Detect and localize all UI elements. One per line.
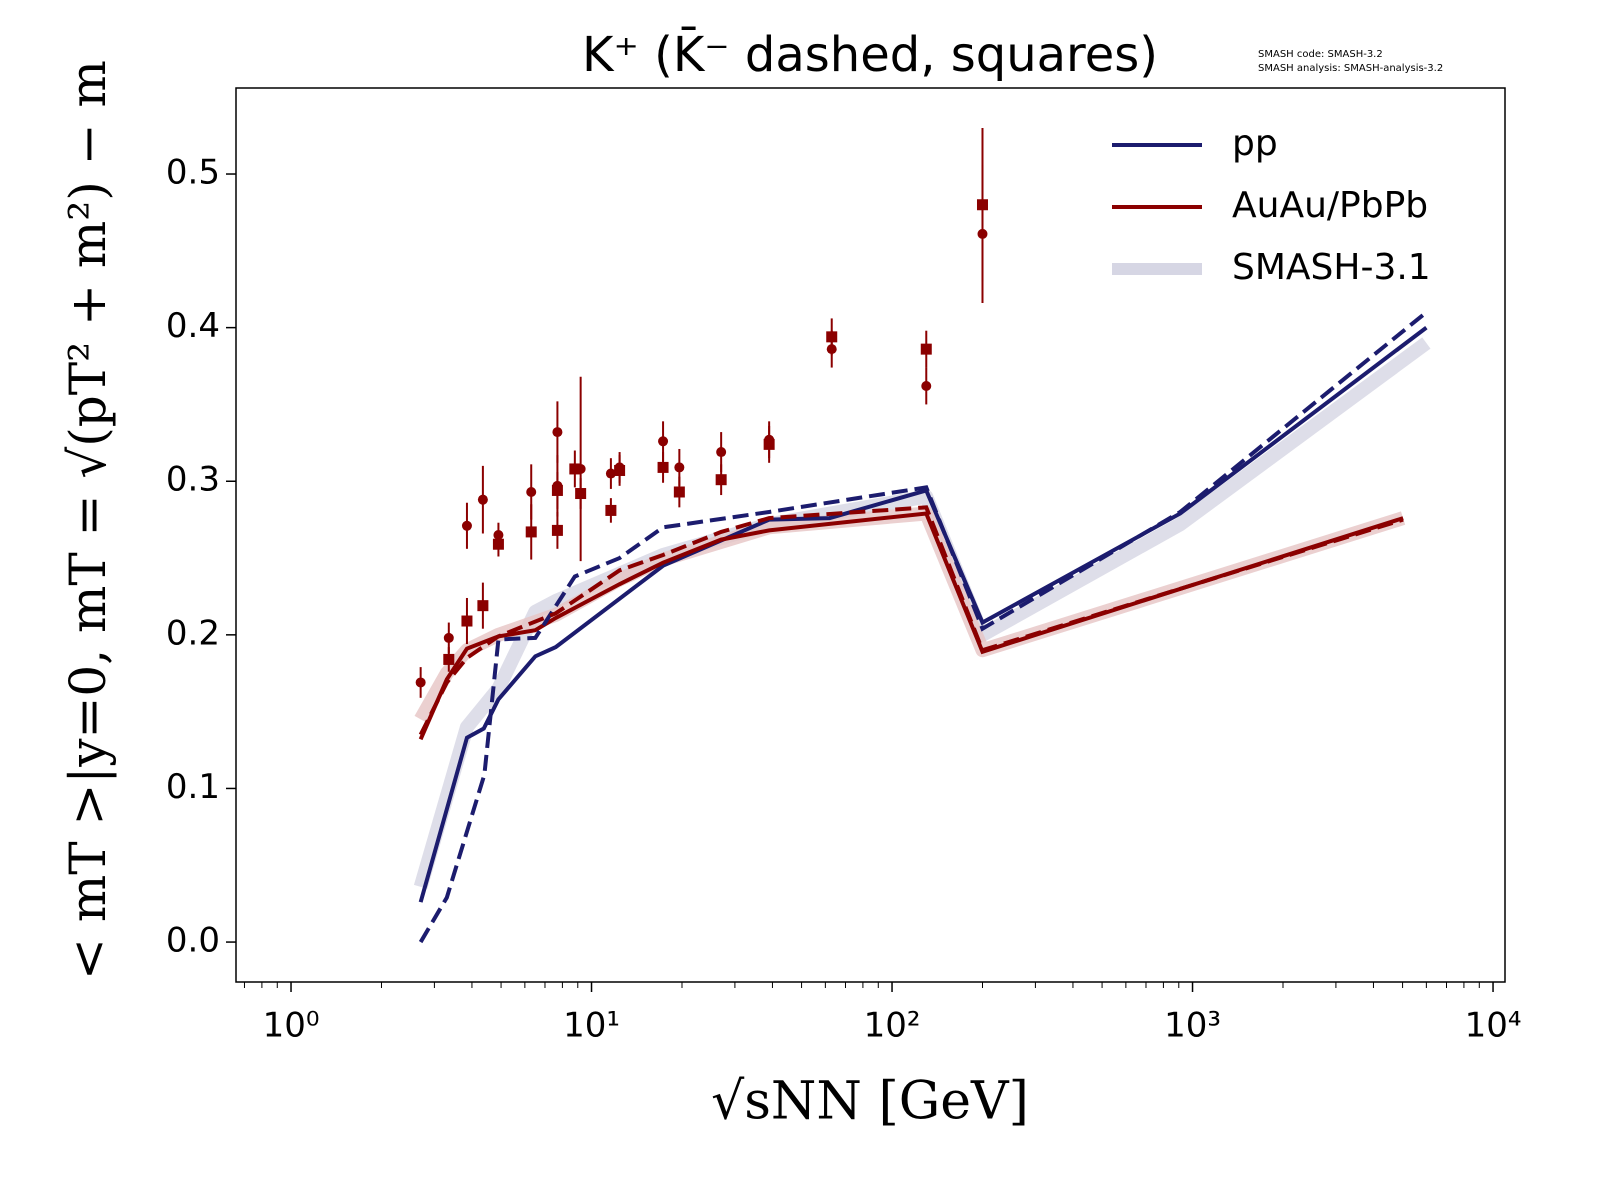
x-tick-label: 10⁴ <box>1465 1006 1522 1046</box>
data-point <box>477 600 489 612</box>
y-axis-label: < mT >|y=0, mT = √(pT² + m²) − m <box>59 60 117 980</box>
data-point <box>716 447 727 458</box>
data-point <box>657 461 669 473</box>
x-axis-label: √sNN [GeV] <box>711 1072 1029 1132</box>
data-point <box>674 462 685 473</box>
series-line <box>418 505 1404 736</box>
data-point <box>492 538 504 550</box>
data-point <box>575 488 587 500</box>
x-tick-label: 10⁰ <box>263 1006 320 1046</box>
y-tick-label: 0.5 <box>166 153 220 193</box>
plot-frame <box>235 87 1506 983</box>
data-point <box>605 504 617 516</box>
data-point <box>551 524 563 536</box>
data-point <box>461 520 472 531</box>
data-point <box>415 677 426 688</box>
y-tick-label: 0.4 <box>166 306 220 346</box>
data-point <box>525 526 537 538</box>
series-line <box>418 326 1428 903</box>
data-point <box>976 199 988 211</box>
data-point <box>552 427 563 438</box>
series-line <box>418 511 1404 741</box>
data-point <box>569 463 581 475</box>
data-point <box>443 653 455 665</box>
note: SMASH analysis: SMASH-analysis-3.2 <box>1258 63 1443 74</box>
note: SMASH code: SMASH-3.2 <box>1258 49 1383 60</box>
data-point <box>715 474 727 486</box>
legend-label: SMASH-3.1 <box>1232 247 1431 288</box>
y-tick-label: 0.3 <box>166 460 220 500</box>
x-tick-label: 10² <box>864 1006 921 1046</box>
data-point <box>605 468 616 479</box>
legend-label: pp <box>1232 123 1278 164</box>
data-point <box>461 615 473 627</box>
data-point <box>763 438 775 450</box>
chart-title: K⁺ (K̄⁻ dashed, squares) <box>582 26 1158 83</box>
data-point <box>477 494 488 505</box>
data-point <box>921 381 932 391</box>
data-point <box>551 484 563 496</box>
x-tick-label: 10³ <box>1164 1006 1221 1046</box>
y-tick-label: 0.0 <box>166 921 220 961</box>
data-point <box>920 343 932 355</box>
data-point <box>443 632 454 643</box>
y-tick-label: 0.1 <box>166 767 220 807</box>
data-point <box>658 436 669 447</box>
series-line <box>418 310 1428 944</box>
data-point <box>526 486 537 497</box>
y-tick-label: 0.2 <box>166 613 220 653</box>
data-point <box>614 464 626 476</box>
legend-label: AuAu/PbPb <box>1232 185 1428 226</box>
data-point <box>673 486 685 498</box>
data-point <box>826 331 838 343</box>
x-tick-label: 10¹ <box>563 1006 620 1046</box>
